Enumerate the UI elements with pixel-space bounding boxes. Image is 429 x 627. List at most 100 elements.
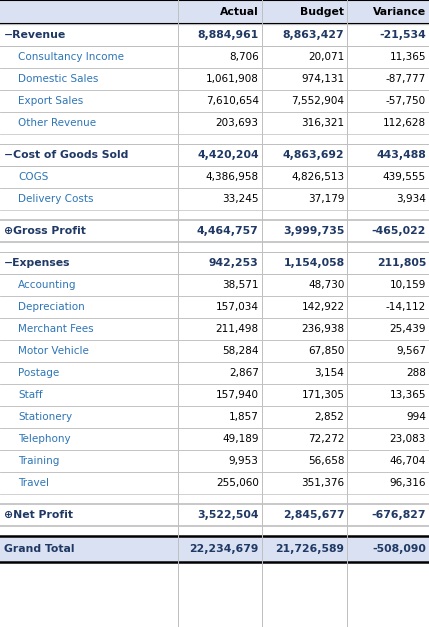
- Bar: [0, 296, 429, 318]
- Text: 72,272: 72,272: [308, 434, 344, 444]
- Text: 48,730: 48,730: [308, 280, 344, 290]
- Text: Merchant Fees: Merchant Fees: [18, 324, 94, 334]
- Bar: [0, 406, 429, 428]
- Text: Other Revenue: Other Revenue: [18, 118, 96, 128]
- Text: 3,154: 3,154: [314, 368, 344, 378]
- Text: Motor Vehicle: Motor Vehicle: [18, 346, 89, 356]
- Text: −Expenses: −Expenses: [4, 258, 70, 268]
- Text: 20,071: 20,071: [308, 52, 344, 62]
- Text: 203,693: 203,693: [216, 118, 259, 128]
- Text: 21,726,589: 21,726,589: [275, 544, 344, 554]
- Bar: [0, 188, 429, 210]
- Text: 13,365: 13,365: [390, 390, 426, 400]
- Text: 8,884,961: 8,884,961: [197, 30, 259, 40]
- Text: 96,316: 96,316: [390, 478, 426, 488]
- Text: 4,863,692: 4,863,692: [283, 150, 344, 160]
- Text: 211,805: 211,805: [377, 258, 426, 268]
- Text: Stationery: Stationery: [18, 412, 72, 422]
- Text: 211,498: 211,498: [215, 324, 259, 334]
- Text: 1,061,908: 1,061,908: [206, 74, 259, 84]
- Bar: [0, 242, 429, 252]
- Text: 8,863,427: 8,863,427: [283, 30, 344, 40]
- Text: 33,245: 33,245: [222, 194, 259, 204]
- Text: -465,022: -465,022: [372, 226, 426, 236]
- Text: 3,999,735: 3,999,735: [283, 226, 344, 236]
- Bar: [0, 504, 429, 526]
- Text: 439,555: 439,555: [383, 172, 426, 182]
- Text: -57,750: -57,750: [386, 96, 426, 106]
- Text: 4,464,757: 4,464,757: [197, 226, 259, 236]
- Text: Accounting: Accounting: [18, 280, 76, 290]
- Bar: [0, 252, 429, 274]
- Text: Consultancy Income: Consultancy Income: [18, 52, 124, 62]
- Text: -14,112: -14,112: [386, 302, 426, 312]
- Text: 316,321: 316,321: [301, 118, 344, 128]
- Text: 288: 288: [406, 368, 426, 378]
- Bar: [0, 428, 429, 450]
- Bar: [0, 450, 429, 472]
- Text: 2,867: 2,867: [229, 368, 259, 378]
- Text: Grand Total: Grand Total: [4, 544, 75, 554]
- Text: 157,034: 157,034: [216, 302, 259, 312]
- Bar: [0, 24, 429, 46]
- Bar: [0, 0, 429, 24]
- Bar: [0, 68, 429, 90]
- Bar: [0, 318, 429, 340]
- Text: ⊕Gross Profit: ⊕Gross Profit: [4, 226, 86, 236]
- Text: 3,934: 3,934: [396, 194, 426, 204]
- Text: 58,284: 58,284: [222, 346, 259, 356]
- Text: 49,189: 49,189: [222, 434, 259, 444]
- Bar: [0, 384, 429, 406]
- Text: 112,628: 112,628: [383, 118, 426, 128]
- Text: 157,940: 157,940: [216, 390, 259, 400]
- Text: 8,706: 8,706: [229, 52, 259, 62]
- Bar: [0, 340, 429, 362]
- Text: Staff: Staff: [18, 390, 42, 400]
- Bar: [0, 536, 429, 562]
- Text: 236,938: 236,938: [301, 324, 344, 334]
- Text: 142,922: 142,922: [301, 302, 344, 312]
- Text: Depreciation: Depreciation: [18, 302, 85, 312]
- Text: 25,439: 25,439: [390, 324, 426, 334]
- Text: 4,826,513: 4,826,513: [291, 172, 344, 182]
- Text: Budget: Budget: [300, 7, 344, 17]
- Text: −Revenue: −Revenue: [4, 30, 66, 40]
- Text: 10,159: 10,159: [390, 280, 426, 290]
- Bar: [0, 134, 429, 144]
- Text: 974,131: 974,131: [301, 74, 344, 84]
- Text: -87,777: -87,777: [386, 74, 426, 84]
- Text: COGS: COGS: [18, 172, 48, 182]
- Text: 11,365: 11,365: [390, 52, 426, 62]
- Text: 22,234,679: 22,234,679: [189, 544, 259, 554]
- Bar: [0, 112, 429, 134]
- Text: −Cost of Goods Sold: −Cost of Goods Sold: [4, 150, 128, 160]
- Text: Postage: Postage: [18, 368, 59, 378]
- Bar: [0, 220, 429, 242]
- Bar: [0, 274, 429, 296]
- Text: 56,658: 56,658: [308, 456, 344, 466]
- Text: 7,610,654: 7,610,654: [205, 96, 259, 106]
- Text: 9,567: 9,567: [396, 346, 426, 356]
- Text: 171,305: 171,305: [302, 390, 344, 400]
- Text: ⊕Net Profit: ⊕Net Profit: [4, 510, 73, 520]
- Text: 255,060: 255,060: [216, 478, 259, 488]
- Bar: [0, 144, 429, 166]
- Text: Training: Training: [18, 456, 59, 466]
- Text: 23,083: 23,083: [390, 434, 426, 444]
- Text: 37,179: 37,179: [308, 194, 344, 204]
- Text: 9,953: 9,953: [229, 456, 259, 466]
- Text: 994: 994: [406, 412, 426, 422]
- Bar: [0, 526, 429, 536]
- Text: -676,827: -676,827: [372, 510, 426, 520]
- Text: Domestic Sales: Domestic Sales: [18, 74, 98, 84]
- Text: 46,704: 46,704: [390, 456, 426, 466]
- Bar: [0, 472, 429, 494]
- Text: 3,522,504: 3,522,504: [197, 510, 259, 520]
- Text: Telephony: Telephony: [18, 434, 71, 444]
- Text: 351,376: 351,376: [301, 478, 344, 488]
- Text: Delivery Costs: Delivery Costs: [18, 194, 94, 204]
- Text: 4,386,958: 4,386,958: [205, 172, 259, 182]
- Bar: [0, 494, 429, 504]
- Bar: [0, 90, 429, 112]
- Bar: [0, 166, 429, 188]
